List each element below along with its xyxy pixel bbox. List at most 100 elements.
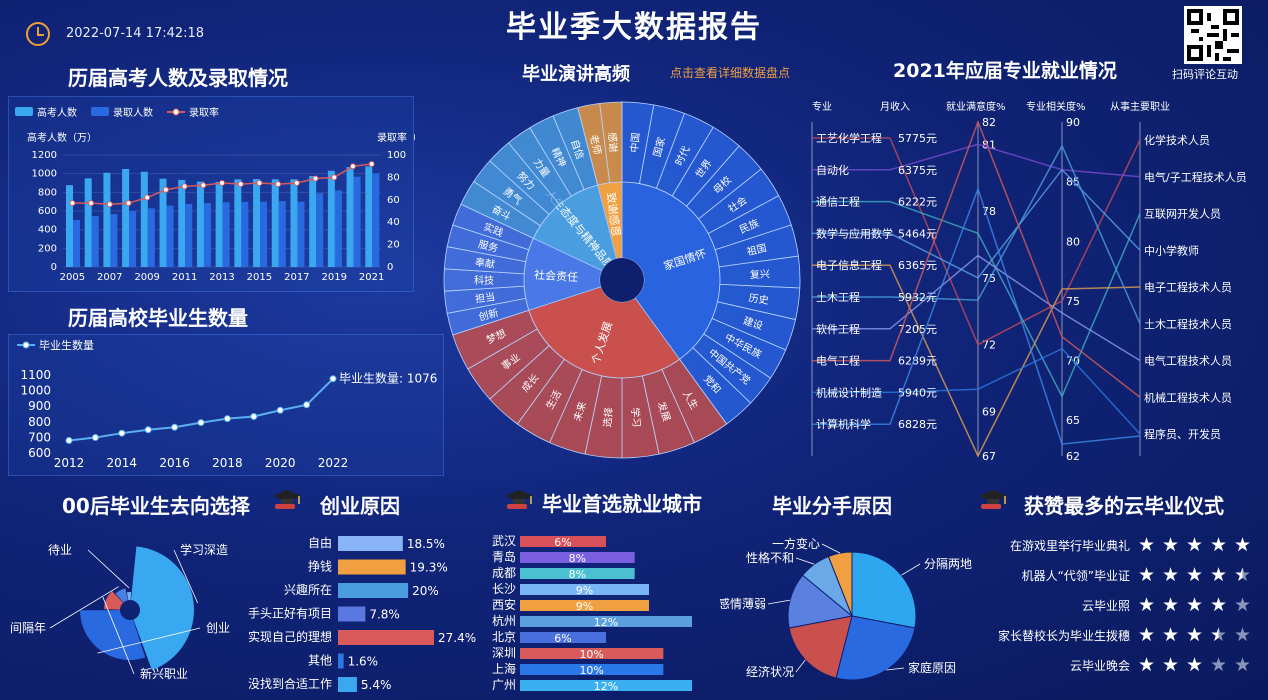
ceremony-row: 机器人“代领”毕业证 ★ ★ ★ ★ ★ — [980, 564, 1268, 588]
city-value: 12% — [594, 680, 618, 693]
sunburst-outer-label: 选择 — [601, 407, 616, 428]
startup-bar — [338, 536, 403, 551]
grads-point — [144, 426, 152, 434]
star-icon: ★ — [1186, 564, 1204, 586]
grads-point — [250, 412, 258, 420]
city-bar — [520, 536, 606, 547]
satisfaction-tick: 67 — [982, 450, 996, 463]
city-bar — [520, 552, 635, 563]
clock-icon — [26, 22, 50, 46]
legend-label: 高考人数 — [37, 106, 77, 119]
sunburst-outer-label: 复兴 — [750, 267, 771, 281]
bar-gaokao — [290, 179, 298, 267]
startup-bar — [338, 583, 409, 598]
legend-label: 录取率 — [189, 106, 219, 119]
major-line — [812, 144, 1141, 325]
speech-detail-link[interactable]: 点击查看详细数据盘点 — [670, 66, 791, 80]
destination-label: 学习深造 — [180, 542, 228, 557]
major-label: 电气工程 — [816, 354, 860, 368]
startup-bar — [338, 677, 357, 692]
ceremony-row: 家长替校长为毕业生拨穗 ★ ★ ★ ★ ★ — [980, 624, 1268, 648]
city-bar — [520, 680, 692, 691]
breakup-title: 毕业分手原因 — [772, 494, 892, 518]
star-icon: ★ — [1162, 564, 1180, 586]
rate-point — [275, 181, 282, 188]
column-header: 专业相关度% — [1026, 100, 1086, 113]
city-value: 10% — [579, 664, 603, 677]
cities-title: 毕业首选就业城市 — [542, 492, 702, 516]
startup-value: 18.5% — [407, 537, 445, 551]
y2-tick-label: 100 — [387, 150, 406, 161]
qr-code-icon[interactable] — [1184, 6, 1242, 64]
city-label: 广州 — [492, 678, 516, 692]
bar-gaokao — [253, 179, 261, 267]
column-header: 从事主要职业 — [1110, 100, 1170, 113]
star-icon: ★ — [1210, 564, 1228, 586]
bar-gaokao — [346, 167, 354, 267]
job-label: 电气工程技术人员 — [1144, 354, 1232, 368]
destination-label: 创业 — [206, 621, 230, 635]
rate-point — [256, 180, 263, 186]
qr-label: 扫码评论互动 — [1172, 68, 1238, 81]
major-line — [812, 137, 1141, 346]
job-label: 程序员、开发员 — [1144, 427, 1221, 441]
x-tick-label: 2019 — [322, 272, 347, 283]
major-line — [812, 200, 1141, 399]
bar-gaokao — [309, 176, 317, 267]
income-label: 5932元 — [898, 291, 937, 304]
bar-gaokao — [196, 181, 204, 267]
startup-bar — [338, 653, 344, 669]
y-tick-label: 900 — [28, 399, 51, 413]
startup-category: 实现自己的理想 — [248, 629, 332, 644]
grads-point — [91, 434, 99, 442]
grads-title: 历届高校毕业生数量 — [68, 306, 248, 330]
major-label: 软件工程 — [816, 322, 860, 336]
rate-point — [312, 175, 319, 182]
income-label: 5464元 — [898, 227, 937, 240]
bar-admitted — [372, 173, 380, 267]
leader-line — [97, 627, 201, 654]
star-icon: ★ — [1210, 594, 1228, 616]
x-tick-label: 2012 — [54, 456, 85, 470]
startup-category: 手头正好有项目 — [248, 607, 332, 621]
sunburst-outer-segment — [599, 101, 623, 184]
datetime: 2022-07-14 17:42:18 — [66, 26, 205, 41]
bar-gaokao — [234, 179, 242, 267]
major-label: 土木工程 — [816, 291, 860, 304]
x-tick-label: 2015 — [247, 272, 272, 283]
y-tick-label: 400 — [38, 225, 57, 236]
x-tick-label: 2005 — [60, 272, 85, 283]
leader-line — [102, 597, 135, 675]
y-tick-label: 0 — [51, 262, 57, 273]
breakup-label: 经济状况 — [746, 664, 794, 679]
gaokao-chart: 高考人数录取人数录取率高考人数（万）录取率（%）0200400600800100… — [15, 106, 437, 283]
major-label: 自动化 — [816, 163, 849, 177]
x-tick-label: 2018 — [212, 456, 243, 470]
bar-admitted — [260, 201, 268, 267]
startup-category: 兴趣所在 — [284, 582, 332, 597]
bar-gaokao — [178, 179, 186, 267]
city-label: 青岛 — [492, 549, 516, 564]
major-label: 工艺化学工程 — [816, 131, 882, 145]
ceremony-title: 获赞最多的云毕业仪式 — [1024, 494, 1224, 518]
relevance-tick: 75 — [1066, 295, 1080, 308]
city-value: 8% — [569, 552, 586, 565]
major-label: 电子信息工程 — [816, 258, 882, 272]
sunburst-inner-label: 社会责任 — [534, 267, 579, 284]
leader-line — [886, 667, 905, 671]
city-label: 深圳 — [492, 646, 516, 660]
major-line — [812, 347, 1141, 435]
y-tick-label: 600 — [38, 206, 57, 217]
bar-admitted — [129, 211, 137, 267]
city-bar — [520, 648, 664, 659]
major-line — [812, 186, 1141, 445]
city-value: 8% — [569, 568, 586, 581]
sunburst-outer-label: 祖国 — [745, 241, 767, 258]
satisfaction-tick: 69 — [982, 405, 996, 418]
star-icon: ★ — [1234, 624, 1252, 646]
sunburst-inner-label: 致谢感恩 — [604, 192, 623, 237]
grads-point — [65, 437, 73, 445]
grads-point — [329, 375, 337, 383]
job-label: 土木工程技术人员 — [1144, 318, 1232, 331]
